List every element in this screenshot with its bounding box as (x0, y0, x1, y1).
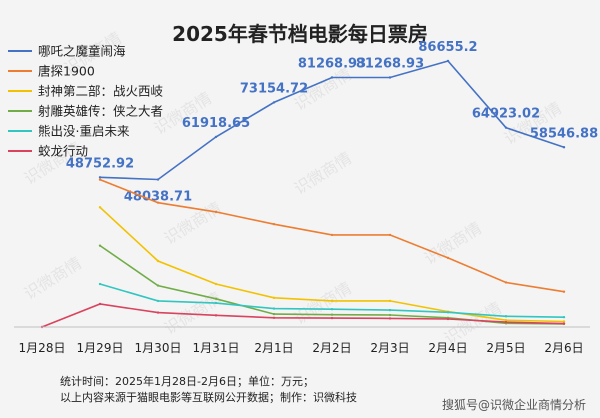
data-point (562, 322, 566, 325)
data-label: 48038.71 (124, 190, 192, 205)
x-axis: 1月28日 1月29日 1月30日 1月31日 2月1日 2月2日 2月3日 2月4日 2月5日… (14, 326, 590, 355)
data-point (272, 101, 276, 104)
data-point (98, 206, 102, 209)
x-tick-label: 2月2日 (312, 341, 351, 355)
data-point (272, 296, 276, 300)
footer-line-2: 以上内容来源于猫眼电影等互联网公开数据；制作：识微科技 (60, 391, 357, 404)
data-point (504, 281, 508, 284)
data-point (446, 311, 450, 314)
data-label: 48752.92 (66, 156, 134, 171)
data-point (214, 282, 218, 286)
data-point (98, 176, 102, 179)
x-tick-label: 2月3日 (370, 341, 409, 355)
series-line-2 (99, 206, 565, 323)
data-point (214, 301, 218, 305)
x-tick-label: 2月5日 (486, 341, 525, 355)
data-point (156, 259, 160, 263)
data-point (388, 317, 392, 320)
data-point (330, 313, 334, 316)
data-point (156, 299, 160, 303)
legend-item-2: 封神第二部：战火西岐 (38, 84, 164, 99)
legend-item-0: 哪吒之魔童闹海 (38, 44, 126, 59)
x-tick-label: 1月31日 (193, 341, 240, 355)
data-point (330, 316, 334, 320)
x-tick-label: 2月1日 (254, 341, 293, 355)
data-point (330, 233, 334, 237)
data-point (504, 319, 508, 322)
x-tick-label: 2月6日 (544, 341, 583, 355)
data-point (388, 233, 392, 237)
data-point (388, 308, 392, 312)
series-line-5 (41, 303, 565, 328)
data-point (446, 317, 450, 321)
data-label: 81268.93 (298, 57, 366, 72)
data-point (98, 282, 102, 286)
data-point (330, 299, 334, 303)
data-point (156, 284, 160, 287)
x-tick-label: 1月30日 (135, 341, 182, 355)
data-point (214, 297, 218, 300)
footer-note: 统计时间：2025年1月28日-2月6日；单位：万元； 以上内容来源于猫眼电影等… (60, 374, 357, 406)
data-label: 58546.88 (530, 126, 598, 141)
data-label: 64923.02 (472, 107, 540, 122)
data-point (272, 222, 276, 226)
data-point (446, 256, 450, 260)
data-point (272, 312, 276, 316)
data-point (98, 244, 102, 247)
legend-item-1: 唐探1900 (38, 64, 95, 79)
data-label: 81268.93 (356, 57, 424, 72)
legend-item-5: 蛟龙行动 (38, 144, 88, 159)
data-point (504, 320, 508, 324)
series-line-3 (99, 244, 565, 325)
data-point (98, 178, 102, 181)
data-point (156, 201, 160, 204)
data-point (156, 178, 160, 181)
x-tick-label: 2月4日 (428, 341, 467, 355)
data-point (98, 302, 102, 306)
data-point (388, 76, 392, 79)
data-point (388, 299, 392, 303)
data-point (562, 320, 566, 323)
data-point (156, 311, 160, 314)
data-point (504, 315, 508, 318)
legend-item-4: 熊出没·重启未来 (38, 124, 130, 139)
data-point (562, 146, 566, 149)
data-label: 61918.65 (182, 116, 250, 131)
data-point (214, 314, 218, 317)
legend-item-3: 射雕英雄传：侠之大者 (38, 104, 163, 119)
data-point (446, 59, 450, 63)
data-label: 73154.72 (240, 81, 308, 96)
data-point (504, 126, 508, 129)
plot-area: 48752.92 48038.71 61918.65 73154.72 81268.93… (40, 40, 598, 329)
chart-title: 2025年春节档电影每日票房 (172, 22, 428, 46)
source-attribution: 搜狐号@识微企业商情分析 (441, 398, 586, 412)
data-point (272, 316, 276, 319)
data-label: 86655.2 (418, 40, 477, 55)
data-point (214, 210, 218, 214)
data-point (272, 307, 276, 310)
data-point (388, 313, 392, 317)
data-point (562, 290, 566, 293)
data-point (330, 76, 334, 79)
x-tick-label: 1月29日 (77, 341, 124, 355)
data-point (330, 307, 334, 311)
data-point (562, 315, 566, 319)
x-tick-label: 1月28日 (19, 341, 66, 355)
data-point (214, 135, 218, 139)
footer-line-1: 统计时间：2025年1月28日-2月6日；单位：万元； (60, 375, 314, 388)
